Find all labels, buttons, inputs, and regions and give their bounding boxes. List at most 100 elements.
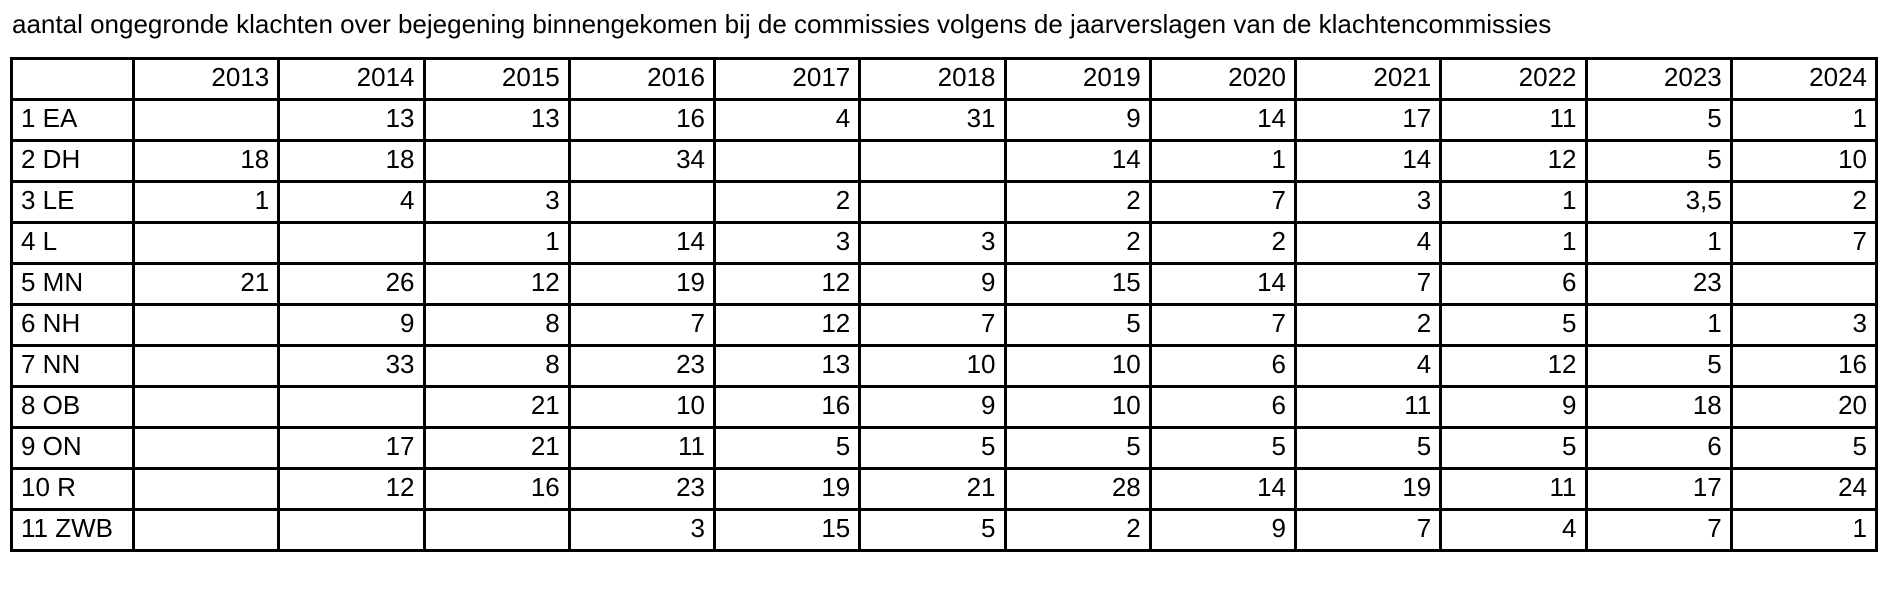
year-header-2019: 2019 bbox=[1003, 56, 1152, 101]
value-cell: 3 bbox=[1729, 302, 1879, 347]
value-cell: 19 bbox=[567, 261, 717, 306]
value-cell: 26 bbox=[277, 261, 426, 306]
value-cell bbox=[712, 138, 862, 183]
value-cell: 9 bbox=[858, 384, 1007, 429]
value-cell: 1 bbox=[1584, 302, 1733, 347]
value-cell bbox=[131, 507, 281, 552]
value-cell: 1 bbox=[1584, 220, 1733, 265]
row-label: 7 NN bbox=[10, 343, 135, 388]
value-cell: 5 bbox=[1439, 302, 1588, 347]
value-cell: 17 bbox=[277, 425, 426, 470]
value-cell: 15 bbox=[712, 507, 862, 552]
value-cell: 9 bbox=[277, 302, 426, 347]
value-cell: 16 bbox=[1729, 343, 1879, 388]
value-cell: 12 bbox=[712, 302, 862, 347]
value-cell: 10 bbox=[1003, 384, 1152, 429]
year-header-2016: 2016 bbox=[567, 56, 717, 101]
value-cell: 4 bbox=[1293, 343, 1443, 388]
value-cell: 12 bbox=[1439, 343, 1588, 388]
row-label: 8 OB bbox=[10, 384, 135, 429]
value-cell: 2 bbox=[1148, 220, 1298, 265]
value-cell: 14 bbox=[1003, 138, 1152, 183]
value-cell: 11 bbox=[1439, 466, 1588, 511]
value-cell: 11 bbox=[567, 425, 717, 470]
value-cell: 1 bbox=[1148, 138, 1298, 183]
value-cell bbox=[131, 220, 281, 265]
value-cell: 19 bbox=[1293, 466, 1443, 511]
complaints-table: 2013 2014 2015 2016 2017 2018 2019 2020 2021 2022… bbox=[10, 56, 1879, 552]
table-row: 4 L 1 14 3 3 2 2 4 1 1 7 bbox=[10, 220, 1879, 265]
row-label: 9 ON bbox=[10, 425, 135, 470]
value-cell: 21 bbox=[858, 466, 1007, 511]
value-cell: 7 bbox=[567, 302, 717, 347]
value-cell bbox=[131, 97, 281, 142]
value-cell: 23 bbox=[567, 343, 717, 388]
value-cell: 23 bbox=[1584, 261, 1733, 306]
value-cell bbox=[277, 384, 426, 429]
value-cell: 5 bbox=[858, 425, 1007, 470]
value-cell: 10 bbox=[858, 343, 1007, 388]
year-header-2013: 2013 bbox=[131, 56, 281, 101]
value-cell: 7 bbox=[1148, 179, 1298, 224]
value-cell: 21 bbox=[422, 425, 571, 470]
value-cell: 1 bbox=[1729, 507, 1879, 552]
row-label: 6 NH bbox=[10, 302, 135, 347]
value-cell: 5 bbox=[1148, 425, 1298, 470]
value-cell: 23 bbox=[567, 466, 717, 511]
value-cell: 2 bbox=[1293, 302, 1443, 347]
value-cell bbox=[131, 466, 281, 511]
value-cell: 7 bbox=[858, 302, 1007, 347]
value-cell: 28 bbox=[1003, 466, 1152, 511]
value-cell: 16 bbox=[567, 97, 717, 142]
value-cell: 24 bbox=[1729, 466, 1879, 511]
value-cell: 33 bbox=[277, 343, 426, 388]
value-cell: 16 bbox=[712, 384, 862, 429]
value-cell: 9 bbox=[1148, 507, 1298, 552]
value-cell: 5 bbox=[1003, 302, 1152, 347]
year-header-2014: 2014 bbox=[277, 56, 426, 101]
value-cell: 10 bbox=[1729, 138, 1879, 183]
table-row: 10 R 12 16 23 19 21 28 14 19 11 17 24 bbox=[10, 466, 1879, 511]
table-row: 11 ZWB 3 15 5 2 9 7 4 7 1 bbox=[10, 507, 1879, 552]
table-row: 5 MN 21 26 12 19 12 9 15 14 7 6 23 bbox=[10, 261, 1879, 306]
value-cell: 10 bbox=[1003, 343, 1152, 388]
value-cell bbox=[277, 507, 426, 552]
value-cell: 1 bbox=[131, 179, 281, 224]
value-cell: 5 bbox=[1293, 425, 1443, 470]
value-cell: 2 bbox=[1003, 179, 1152, 224]
row-label: 1 EA bbox=[10, 97, 135, 142]
value-cell: 6 bbox=[1148, 343, 1298, 388]
value-cell: 5 bbox=[858, 507, 1007, 552]
value-cell: 19 bbox=[712, 466, 862, 511]
value-cell bbox=[1729, 261, 1879, 306]
value-cell: 1 bbox=[1439, 179, 1588, 224]
value-cell bbox=[131, 302, 281, 347]
value-cell bbox=[858, 179, 1007, 224]
table-row: 7 NN 33 8 23 13 10 10 6 4 12 5 16 bbox=[10, 343, 1879, 388]
value-cell: 11 bbox=[1439, 97, 1588, 142]
table-body: 1 EA 13 13 16 4 31 9 14 17 11 5 1 2 DH 18 18 34 14 1 14 12 5… bbox=[10, 97, 1879, 552]
row-label: 2 DH bbox=[10, 138, 135, 183]
value-cell bbox=[567, 179, 717, 224]
value-cell: 3 bbox=[422, 179, 571, 224]
table-row: 6 NH 9 8 7 12 7 5 7 2 5 1 3 bbox=[10, 302, 1879, 347]
value-cell bbox=[858, 138, 1007, 183]
value-cell: 9 bbox=[1003, 97, 1152, 142]
value-cell: 17 bbox=[1293, 97, 1443, 142]
value-cell: 4 bbox=[1439, 507, 1588, 552]
value-cell: 12 bbox=[277, 466, 426, 511]
value-cell: 34 bbox=[567, 138, 717, 183]
value-cell bbox=[131, 384, 281, 429]
row-label: 4 L bbox=[10, 220, 135, 265]
value-cell: 5 bbox=[1003, 425, 1152, 470]
table-row: 9 ON 17 21 11 5 5 5 5 5 5 6 5 bbox=[10, 425, 1879, 470]
value-cell: 2 bbox=[712, 179, 862, 224]
value-cell: 6 bbox=[1584, 425, 1733, 470]
value-cell: 5 bbox=[1584, 138, 1733, 183]
year-header-2018: 2018 bbox=[858, 56, 1007, 101]
value-cell: 7 bbox=[1148, 302, 1298, 347]
value-cell: 31 bbox=[858, 97, 1007, 142]
row-label: 11 ZWB bbox=[10, 507, 135, 552]
value-cell bbox=[422, 507, 571, 552]
value-cell: 5 bbox=[1439, 425, 1588, 470]
